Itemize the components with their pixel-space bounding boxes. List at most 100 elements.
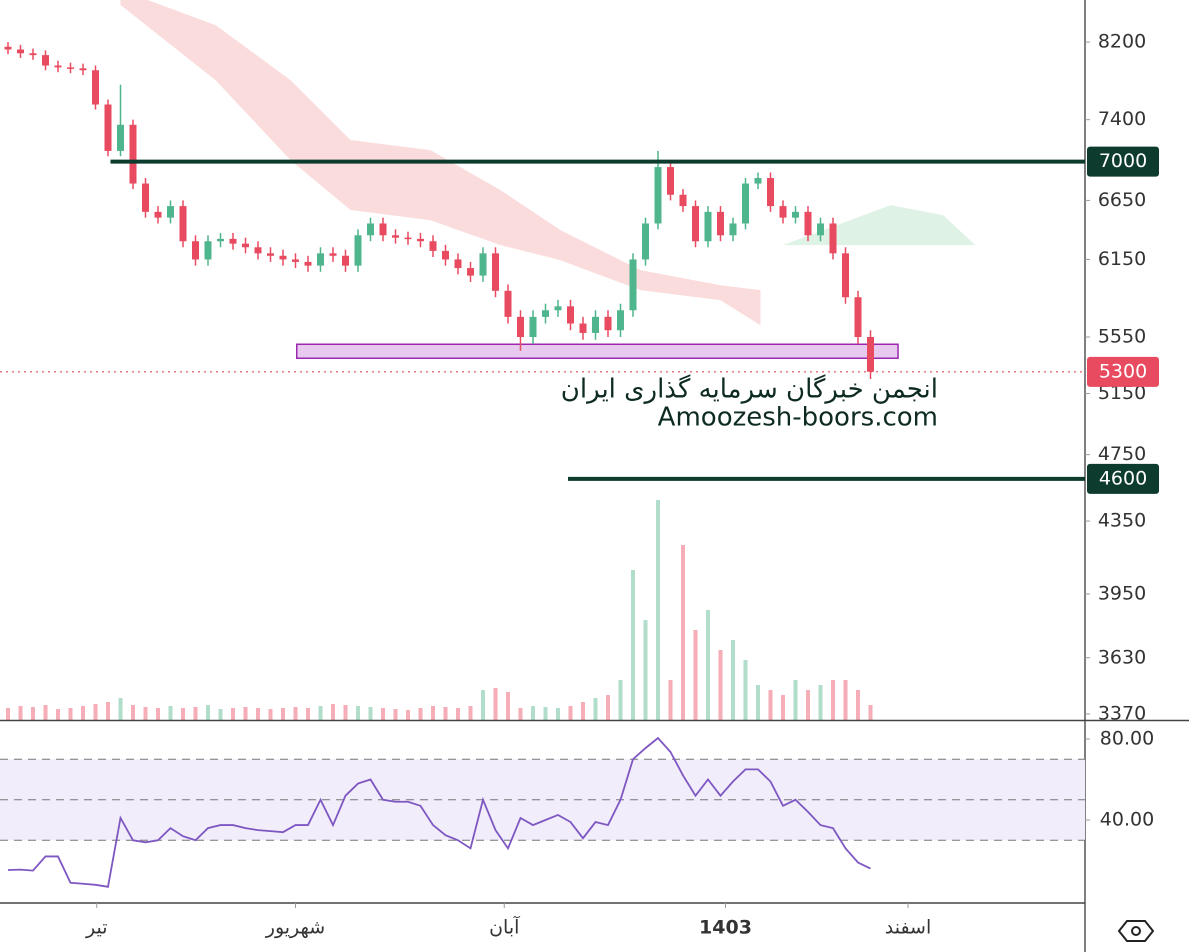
volume-bar — [806, 690, 810, 720]
candle-body — [42, 55, 49, 66]
volume-bar — [381, 708, 385, 720]
y-tick-label: 3950 — [1098, 582, 1146, 604]
rsi-tick-label: 40.00 — [1100, 809, 1154, 831]
candle-body — [629, 259, 637, 311]
volume-bar — [6, 708, 10, 720]
y-tick-label: 6150 — [1098, 248, 1146, 270]
volume-bar — [493, 688, 498, 720]
volume-bar — [368, 707, 373, 720]
y-tick-label: 4350 — [1098, 510, 1146, 532]
volume-bar — [593, 698, 598, 720]
volume-bar — [781, 695, 785, 720]
y-tick-label: 8200 — [1098, 31, 1146, 53]
candle-body — [779, 206, 787, 218]
candle-body — [704, 211, 712, 242]
candle-body — [229, 238, 237, 244]
candle-body — [842, 253, 849, 298]
x-tick-label: اسفند — [885, 917, 932, 939]
candle-body — [854, 297, 862, 338]
candle-body — [154, 211, 162, 218]
volume-bar — [168, 706, 173, 720]
volume-bar — [556, 708, 560, 720]
volume-bar — [831, 680, 835, 720]
volume-bar — [506, 692, 510, 720]
candle-body — [742, 183, 749, 224]
candle-body — [654, 167, 662, 224]
volume-bar — [681, 545, 685, 720]
candle-body — [192, 241, 199, 260]
volume-bar — [631, 570, 635, 720]
level-label-box — [1087, 146, 1159, 177]
volume-bar — [481, 690, 485, 720]
settings-icon[interactable] — [1117, 920, 1155, 942]
candle-body — [92, 70, 99, 105]
candle-body — [604, 316, 612, 331]
volume-bar — [431, 706, 435, 720]
volume-bar — [718, 650, 723, 720]
candle-body — [417, 238, 424, 242]
candle-body — [617, 310, 624, 331]
level-label-box — [1087, 463, 1159, 494]
volume-bar — [443, 707, 448, 720]
x-tick-label: آبان — [489, 915, 520, 939]
volume-bar — [331, 704, 335, 720]
volume-bar — [393, 709, 398, 720]
candle-body — [429, 241, 437, 251]
candle-body — [504, 290, 512, 317]
volume-bar — [581, 702, 585, 720]
volume-bar — [93, 704, 98, 720]
candle-body — [267, 253, 274, 256]
y-tick-label: 3630 — [1098, 646, 1146, 668]
volume-bar — [231, 708, 235, 720]
candle-body — [792, 211, 799, 218]
volume-bar — [281, 708, 285, 720]
volume-bar — [456, 708, 460, 720]
volume-bar — [268, 709, 273, 720]
candle-body — [567, 306, 574, 324]
volume-bar — [468, 706, 473, 720]
candle-body — [667, 167, 674, 195]
last-price-label: 5300 — [1099, 360, 1147, 382]
volume-bar — [43, 705, 48, 720]
volume-bar — [81, 706, 85, 720]
volume-bar — [743, 660, 748, 720]
volume-bar — [656, 500, 660, 720]
y-tick-label: 7400 — [1098, 108, 1146, 130]
rsi-line — [7, 736, 871, 888]
volume-bar — [706, 610, 710, 720]
volume-bar — [18, 706, 23, 720]
volume-bar — [218, 709, 223, 720]
volume-bar — [818, 685, 823, 720]
candle-body — [867, 337, 874, 372]
volume-bar — [843, 680, 848, 720]
rsi-tick-label: 80.00 — [1100, 728, 1154, 750]
candle-body — [717, 211, 724, 236]
candle-body — [67, 67, 74, 69]
candle-body — [379, 223, 387, 236]
x-tick-label: تیر — [85, 917, 108, 939]
candle-body — [442, 250, 449, 260]
candle-body — [679, 194, 687, 207]
candle-body — [454, 259, 462, 269]
candle-body — [592, 316, 599, 333]
volume-bar — [118, 698, 123, 720]
candle-body — [179, 206, 187, 242]
volume-bar — [418, 708, 423, 720]
candle-body — [54, 65, 62, 68]
volume-bar — [106, 702, 110, 720]
level-label: 7000 — [1099, 150, 1147, 172]
volume-bar — [131, 705, 135, 720]
volume-bar — [306, 708, 310, 720]
volume-bar — [318, 706, 323, 720]
candle-body — [129, 124, 137, 184]
volume-bar — [856, 690, 860, 720]
volume-bar — [156, 708, 160, 720]
candle-body — [104, 104, 112, 151]
candle-body — [167, 206, 174, 218]
candle-body — [642, 223, 649, 260]
candle-body — [29, 53, 37, 56]
y-tick-label: 6650 — [1098, 189, 1146, 211]
x-tick-label: شهریور — [265, 917, 325, 939]
price-pane — [4, 42, 899, 720]
